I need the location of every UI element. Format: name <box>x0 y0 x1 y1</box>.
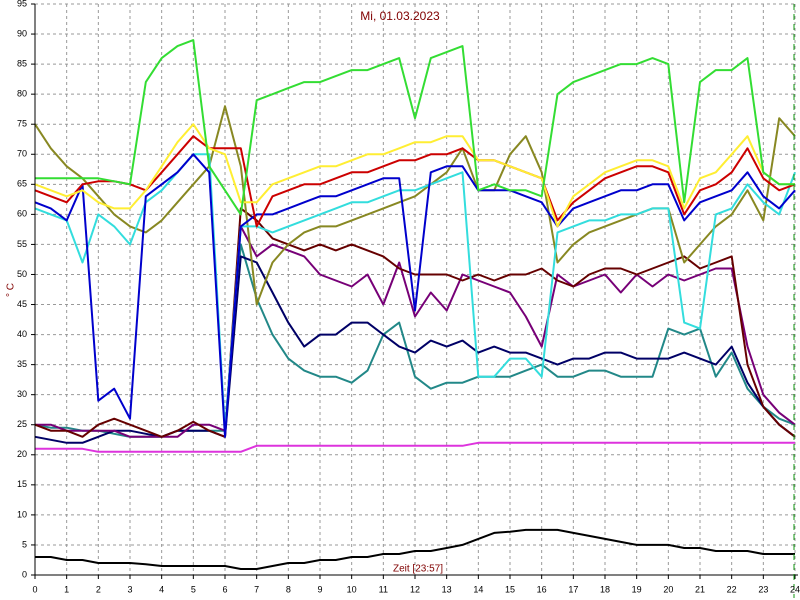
y-tick-label: 30 <box>17 389 27 399</box>
y-tick-label: 50 <box>17 269 27 279</box>
y-tick-label: 20 <box>17 449 27 459</box>
y-tick-label: 85 <box>17 58 27 68</box>
y-tick-label: 15 <box>17 479 27 489</box>
y-tick-label: 60 <box>17 209 27 219</box>
y-tick-label: 80 <box>17 89 27 99</box>
x-tick-label: 5 <box>191 584 196 594</box>
y-tick-label: 45 <box>17 299 27 309</box>
y-tick-label: 65 <box>17 179 27 189</box>
x-tick-label: 14 <box>473 584 483 594</box>
y-tick-label: 40 <box>17 329 27 339</box>
y-tick-label: 5 <box>22 539 27 549</box>
series-line <box>34 123 795 228</box>
x-axis-label: Zeit [23:57] <box>393 564 443 575</box>
x-tick-label: 15 <box>505 584 515 594</box>
x-tick-label: 11 <box>379 584 388 594</box>
x-tick-label: 12 <box>410 584 420 594</box>
x-tick-label: 2 <box>96 584 101 594</box>
x-tick-label: 0 <box>32 584 37 594</box>
series-line <box>34 135 796 228</box>
x-tick-label: 4 <box>159 584 164 594</box>
x-tick-label: 13 <box>442 584 452 594</box>
x-tick-label: 18 <box>600 584 610 594</box>
x-tick-label: 17 <box>568 584 578 594</box>
y-tick-label: 70 <box>17 149 27 159</box>
x-tick-label: 16 <box>537 584 547 594</box>
series-line <box>35 441 795 453</box>
y-tick-label: 75 <box>17 119 27 129</box>
y-tick-label: 35 <box>17 359 27 369</box>
y-tick-label: 90 <box>17 28 27 38</box>
x-tick-label: 10 <box>347 584 357 594</box>
y-tick-label: 25 <box>17 419 27 429</box>
y-axis-label: ° C <box>6 283 17 297</box>
x-tick-label: 23 <box>758 584 768 594</box>
x-tick-label: 20 <box>663 584 673 594</box>
series-line <box>34 153 796 432</box>
x-tick-label: 21 <box>695 584 705 594</box>
lines <box>34 39 796 570</box>
y-tick-label: 55 <box>17 239 27 249</box>
series-line <box>34 153 796 438</box>
x-tick-label: 8 <box>286 584 291 594</box>
y-tick-label: 95 <box>17 0 27 8</box>
series-line <box>34 207 796 438</box>
y-tick-label: 0 <box>22 569 27 579</box>
chart-title: Mi, 01.03.2023 <box>360 9 440 23</box>
series-line <box>35 528 795 570</box>
y-tick-label: 10 <box>17 509 27 519</box>
x-tick-label: 19 <box>632 584 642 594</box>
x-tick-label: 9 <box>317 584 322 594</box>
x-tick-label: 3 <box>127 584 132 594</box>
x-tick-label: 22 <box>727 584 737 594</box>
x-tick-label: 1 <box>64 584 69 594</box>
series-line <box>35 39 795 216</box>
x-tick-label: 24 <box>790 584 800 594</box>
x-tick-label: 6 <box>222 584 227 594</box>
x-tick-label: 7 <box>254 584 259 594</box>
